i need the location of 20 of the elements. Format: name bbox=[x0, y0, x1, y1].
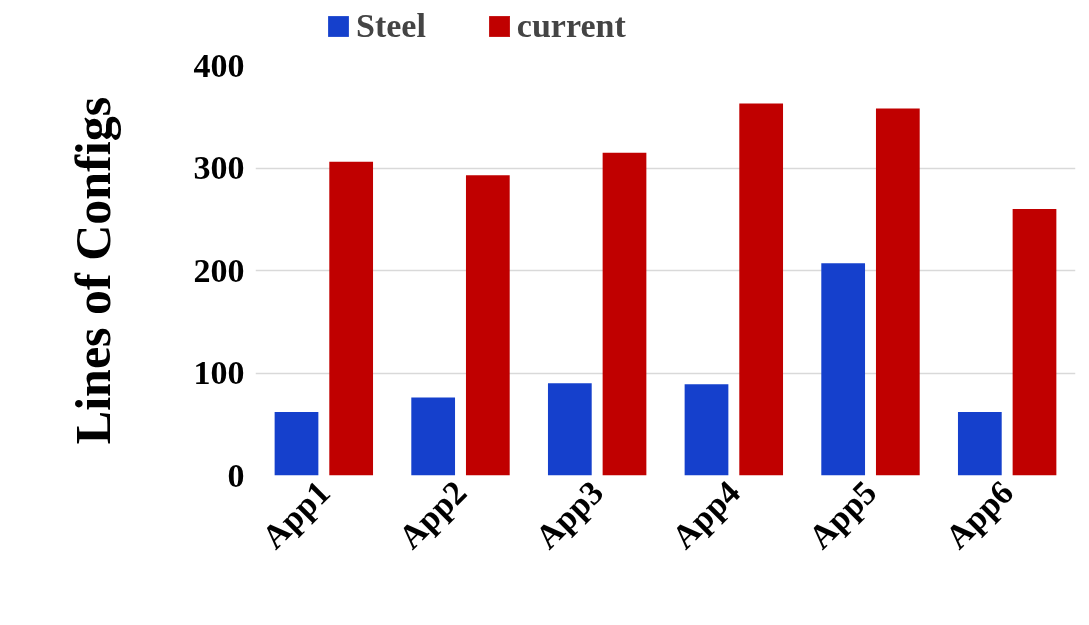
y-tick-label: 400 bbox=[193, 46, 245, 84]
bar bbox=[739, 103, 784, 476]
legend-label: Steel bbox=[356, 7, 426, 45]
y-tick-label: 200 bbox=[193, 251, 245, 289]
y-tick-label: 300 bbox=[193, 149, 245, 186]
bar bbox=[547, 383, 592, 476]
bar bbox=[1012, 209, 1057, 476]
bar bbox=[957, 411, 1002, 476]
bar bbox=[465, 175, 510, 476]
y-axis-title: Lines of Configs bbox=[64, 96, 121, 445]
bar bbox=[274, 411, 319, 476]
y-tick-label: 0 bbox=[227, 456, 245, 494]
bar bbox=[875, 108, 920, 476]
bar bbox=[684, 384, 729, 476]
bar bbox=[821, 263, 866, 476]
bar bbox=[329, 161, 374, 476]
bar bbox=[411, 397, 456, 476]
legend-label: current bbox=[516, 7, 626, 45]
y-tick-label: 100 bbox=[193, 354, 245, 391]
bar bbox=[602, 152, 647, 476]
